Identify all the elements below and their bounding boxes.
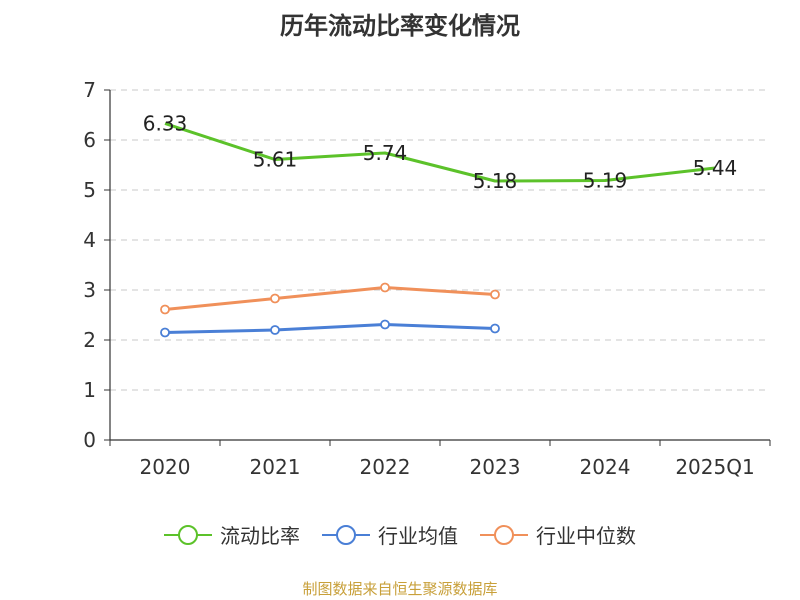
y-tick-label-4: 4: [83, 228, 96, 252]
legend-swatch-industry-median: [480, 524, 528, 545]
series-2-point-2022: [380, 282, 390, 293]
legend-label-current-ratio: 流动比率: [220, 524, 300, 548]
source-note: 制图数据来自恒生聚源数据库: [302, 580, 498, 598]
series-line-2: [164, 286, 496, 311]
x-tick-label-2020: 2020: [140, 455, 191, 479]
series-1-point-2021: [270, 325, 280, 335]
legend-item-current-ratio[interactable]: 流动比率: [164, 520, 300, 549]
data-label-2023: 5.18: [473, 169, 518, 193]
x-tick-label-2023: 2023: [470, 455, 521, 479]
legend-swatch-industry-mean: [322, 524, 370, 545]
data-label-2024: 5.19: [583, 169, 628, 193]
data-label-2020: 6.33: [143, 112, 188, 136]
series-2-point-2021: [270, 293, 280, 304]
y-tick-label-1: 1: [83, 378, 96, 402]
y-tick-label-5: 5: [83, 178, 96, 202]
legend-label-industry-median: 行业中位数: [536, 524, 636, 548]
series-1-point-2022: [380, 319, 390, 330]
legend-item-industry-mean[interactable]: 行业均值: [322, 520, 458, 549]
data-label-2025Q1: 5.44: [693, 156, 738, 180]
x-tick-label-2021: 2021: [250, 455, 301, 479]
chart-title: 历年流动比率变化情况: [280, 12, 520, 40]
legend: 流动比率 行业均值 行业中位数: [0, 520, 800, 549]
x-tick-label-2022: 2022: [360, 455, 411, 479]
y-tick-label-6: 6: [83, 128, 96, 152]
y-tick-label-0: 0: [83, 428, 96, 452]
series-1-point-2020: [160, 327, 170, 338]
y-tick-label-7: 7: [83, 78, 96, 102]
series-1-point-2023: [490, 323, 500, 334]
legend-item-industry-median[interactable]: 行业中位数: [480, 520, 636, 549]
y-tick-label-3: 3: [83, 278, 96, 302]
series-line-0: [164, 122, 716, 183]
x-tick-label-2025Q1: 2025Q1: [675, 455, 754, 479]
legend-label-industry-mean: 行业均值: [378, 524, 458, 548]
legend-swatch-current-ratio: [164, 524, 212, 545]
y-tick-label-2: 2: [83, 328, 96, 352]
x-tick-label-2024: 2024: [580, 455, 631, 479]
series-2-point-2023: [490, 289, 500, 300]
data-label-2022: 5.74: [363, 141, 408, 165]
series-2-point-2020: [160, 304, 170, 315]
data-label-2021: 5.61: [253, 148, 298, 172]
series-line-1: [164, 323, 496, 334]
